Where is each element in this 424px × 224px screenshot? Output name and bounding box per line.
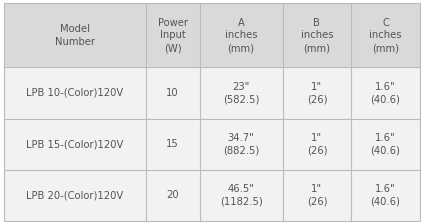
- Text: Power
Input
(W): Power Input (W): [158, 18, 187, 53]
- Text: 1.6"
(40.6): 1.6" (40.6): [371, 133, 400, 155]
- Text: LPB 10-(Color)120V: LPB 10-(Color)120V: [26, 88, 123, 98]
- Bar: [4, 3, 420, 67]
- Text: 10: 10: [166, 88, 179, 98]
- Text: B
inches
(mm): B inches (mm): [301, 18, 333, 53]
- Text: A
inches
(mm): A inches (mm): [225, 18, 257, 53]
- Text: C
inches
(mm): C inches (mm): [369, 18, 402, 53]
- Bar: [4, 67, 420, 118]
- Text: 1"
(26): 1" (26): [307, 184, 327, 207]
- Text: Model
Number: Model Number: [55, 24, 95, 47]
- Text: 34.7"
(882.5): 34.7" (882.5): [223, 133, 259, 155]
- Text: 23"
(582.5): 23" (582.5): [223, 82, 259, 104]
- Text: 1"
(26): 1" (26): [307, 133, 327, 155]
- Text: 1.6"
(40.6): 1.6" (40.6): [371, 82, 400, 104]
- Text: LPB 20-(Color)120V: LPB 20-(Color)120V: [26, 190, 123, 200]
- Text: 20: 20: [166, 190, 179, 200]
- Text: 1.6"
(40.6): 1.6" (40.6): [371, 184, 400, 207]
- Text: 46.5"
(1182.5): 46.5" (1182.5): [220, 184, 262, 207]
- Bar: [4, 118, 420, 170]
- Text: 1"
(26): 1" (26): [307, 82, 327, 104]
- Bar: [4, 170, 420, 221]
- Text: LPB 15-(Color)120V: LPB 15-(Color)120V: [26, 139, 123, 149]
- Text: 15: 15: [166, 139, 179, 149]
